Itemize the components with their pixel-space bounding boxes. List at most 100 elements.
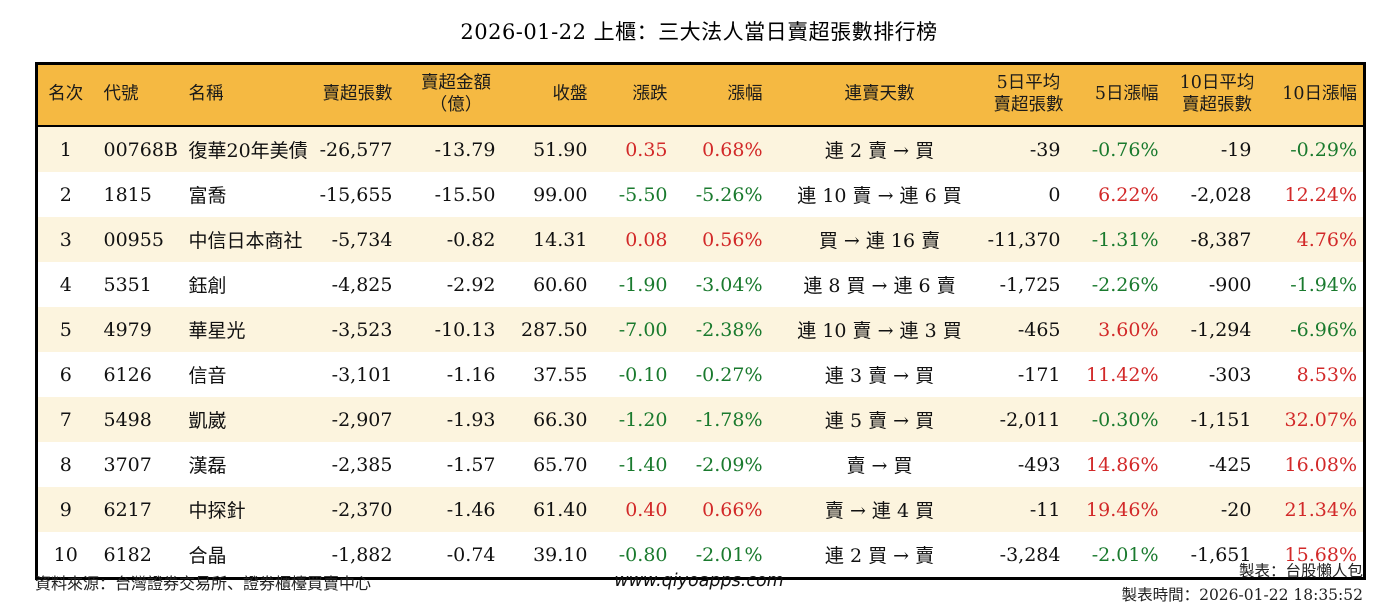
website-url: www.qiyoapps.com — [614, 571, 784, 591]
cell-sell-amount: -1.16 — [446, 363, 496, 386]
cell-close: 60.60 — [533, 273, 588, 296]
cell-close: 99.00 — [533, 183, 588, 206]
cell-avg5-sell-volume: -11,370 — [987, 228, 1061, 251]
cell-sell-amount: -1.57 — [446, 453, 496, 476]
cell-close: 39.10 — [533, 543, 588, 566]
cell-chg5-pct: 11.42% — [1086, 363, 1159, 386]
cell-chg10-pct: 16.08% — [1284, 453, 1357, 476]
cell-sell-volume: -4,825 — [331, 273, 393, 296]
cell-change: -7.00 — [618, 318, 668, 341]
cell-chg5-pct: -2.26% — [1091, 273, 1159, 296]
cell-sell-volume: -2,907 — [331, 408, 393, 431]
cell-chg5-pct: 19.46% — [1086, 498, 1159, 521]
cell-sell-amount: -1.46 — [446, 498, 496, 521]
cell-chg10-pct: -0.29% — [1290, 138, 1357, 161]
cell-name: 鈺創 — [188, 275, 227, 297]
header-code: 代號 — [93, 63, 179, 127]
cell-code: 00768B — [103, 138, 178, 161]
cell-avg5-sell-volume: -465 — [1017, 318, 1061, 341]
table-row: 3 00955 中信日本商社 -5,734 -0.82 14.31 0.08 0.56% 買 →… — [36, 217, 1365, 262]
cell-close: 65.70 — [533, 453, 588, 476]
cell-name: 凱崴 — [188, 410, 227, 432]
cell-rank: 3 — [59, 228, 72, 251]
cell-change-pct: -5.26% — [695, 183, 763, 206]
table-row: 4 5351 鈺創 -4,825 -2.92 60.60 -1.90 -3.04% 連 8 買 … — [36, 262, 1365, 307]
cell-sell-volume: -26,577 — [319, 138, 393, 161]
cell-code: 6126 — [103, 363, 152, 386]
cell-streak: 連 10 賣 → 連 3 買 — [797, 320, 962, 342]
cell-streak: 連 2 賣 → 買 — [824, 140, 935, 162]
cell-sell-amount: -13.79 — [434, 138, 496, 161]
cell-chg10-pct: 21.34% — [1284, 498, 1357, 521]
cell-streak: 買 → 連 16 賣 — [818, 230, 941, 252]
table-row: 10 6182 合晶 -1,882 -0.74 39.10 -0.80 -2.01% 連 2 買… — [36, 532, 1365, 579]
cell-name: 中探針 — [188, 500, 246, 522]
cell-avg5-sell-volume: -493 — [1017, 453, 1061, 476]
cell-chg10-pct: -6.96% — [1290, 318, 1357, 341]
cell-sell-amount: -1.93 — [446, 408, 496, 431]
cell-sell-amount: -10.13 — [434, 318, 496, 341]
cell-streak: 連 3 賣 → 買 — [824, 365, 935, 387]
cell-avg10-sell-volume: -900 — [1208, 273, 1252, 296]
cell-rank: 2 — [59, 183, 72, 206]
cell-chg10-pct: 12.24% — [1284, 183, 1357, 206]
cell-avg5-sell-volume: -39 — [1029, 138, 1061, 161]
cell-change-pct: -3.04% — [695, 273, 763, 296]
cell-rank: 10 — [53, 543, 78, 566]
cell-avg5-sell-volume: -171 — [1017, 363, 1061, 386]
cell-chg10-pct: 15.68% — [1284, 543, 1357, 566]
cell-change: 0.08 — [625, 228, 668, 251]
cell-sell-volume: -1,882 — [331, 543, 393, 566]
header-close: 收盤 — [507, 63, 600, 127]
cell-avg10-sell-volume: -8,387 — [1190, 228, 1252, 251]
cell-streak: 連 5 賣 → 買 — [824, 410, 935, 432]
cell-avg5-sell-volume: -2,011 — [999, 408, 1061, 431]
cell-change: 0.40 — [625, 498, 668, 521]
cell-change: -1.40 — [618, 453, 668, 476]
cell-change-pct: -2.09% — [695, 453, 763, 476]
cell-avg5-sell-volume: -3,284 — [999, 543, 1061, 566]
credits-block: 製表：台股懶人包 製表時間：2026-01-22 18:35:52 — [1122, 559, 1363, 607]
cell-sell-amount: -15.50 — [434, 183, 496, 206]
table-header-row: 名次 代號 名稱 賣超張數 賣超金額 （億） 收盤 漲跌 漲幅 連賣天數 5日平均 賣超張數 5日漲… — [36, 63, 1365, 127]
cell-rank: 4 — [59, 273, 72, 296]
cell-sell-volume: -3,523 — [331, 318, 393, 341]
cell-streak: 賣 → 連 4 買 — [824, 500, 935, 522]
cell-avg5-sell-volume: -1,725 — [999, 273, 1061, 296]
cell-rank: 1 — [59, 138, 72, 161]
header-chg5-pct: 5日漲幅 — [1072, 63, 1171, 127]
cell-chg5-pct: -0.76% — [1091, 138, 1159, 161]
cell-change-pct: 0.66% — [702, 498, 763, 521]
table-row: 8 3707 漢磊 -2,385 -1.57 65.70 -1.40 -2.09% 賣 → 買 -… — [36, 442, 1365, 487]
header-change: 漲跌 — [599, 63, 680, 127]
cell-streak: 賣 → 買 — [846, 455, 913, 477]
cell-avg10-sell-volume: -425 — [1208, 453, 1252, 476]
cell-sell-volume: -2,370 — [331, 498, 393, 521]
cell-change: -0.80 — [618, 543, 668, 566]
cell-avg5-sell-volume: 0 — [1048, 183, 1061, 206]
cell-streak: 連 2 買 → 賣 — [824, 545, 935, 567]
cell-change: 0.35 — [625, 138, 668, 161]
cell-chg5-pct: 14.86% — [1086, 453, 1159, 476]
cell-sell-amount: -0.82 — [446, 228, 496, 251]
cell-rank: 6 — [59, 363, 72, 386]
cell-sell-volume: -5,734 — [331, 228, 393, 251]
header-sell-volume: 賣超張數 — [306, 63, 405, 127]
cell-chg10-pct: 32.07% — [1284, 408, 1357, 431]
cell-sell-volume: -2,385 — [331, 453, 393, 476]
cell-chg10-pct: 4.76% — [1296, 228, 1357, 251]
cell-name: 復華20年美債 — [188, 140, 307, 162]
cell-name: 華星光 — [188, 320, 246, 342]
data-source-note: 資料來源：台灣證券交易所、證券櫃檯買賣中心 — [35, 574, 372, 593]
cell-close: 51.90 — [533, 138, 588, 161]
cell-chg10-pct: -1.94% — [1290, 273, 1357, 296]
cell-chg5-pct: -2.01% — [1091, 543, 1159, 566]
cell-chg5-pct: 3.60% — [1098, 318, 1159, 341]
cell-name: 信音 — [188, 365, 227, 387]
cell-name: 合晶 — [188, 545, 227, 567]
header-avg5-sell-volume: 5日平均 賣超張數 — [984, 63, 1073, 127]
cell-change: -1.90 — [618, 273, 668, 296]
cell-close: 287.50 — [521, 318, 588, 341]
cell-change: -1.20 — [618, 408, 668, 431]
cell-chg5-pct: -1.31% — [1091, 228, 1159, 251]
